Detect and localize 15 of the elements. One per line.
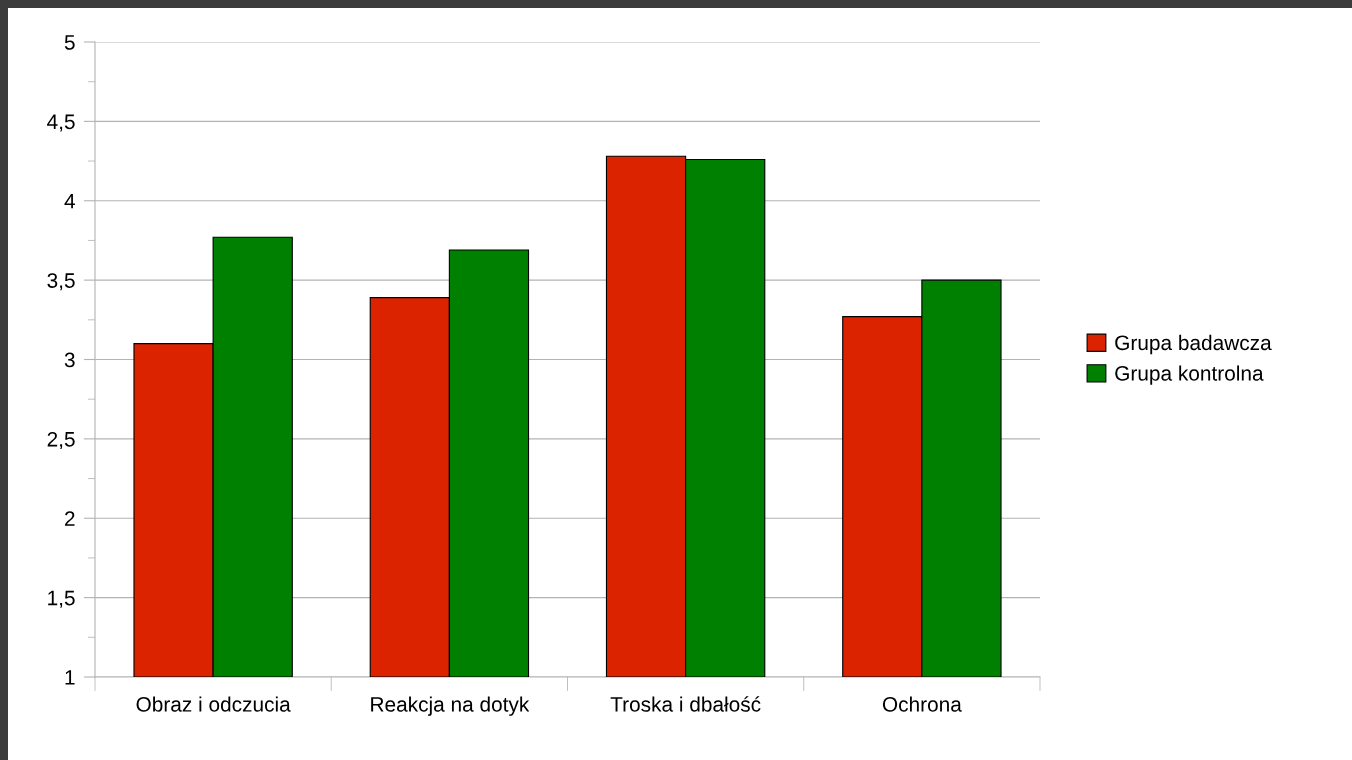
legend-label: Grupa kontrolna [1115, 365, 1264, 385]
y-tick-label: 4,5 [47, 114, 75, 132]
x-tick-label: Obraz i odczucia [136, 696, 291, 712]
y-tick-label: 5 [64, 35, 75, 50]
y-tick-label: 2 [65, 511, 75, 526]
x-tick-label: Reakcja na dotyk [371, 696, 530, 716]
y-tick-label: 4 [64, 193, 75, 209]
y-tick-label: 3,5 [47, 273, 75, 291]
legend-label: Grupa badawcza [1115, 334, 1272, 355]
x-tick-label: Troska i dbałość [610, 696, 761, 712]
y-tick-label: 1,5 [48, 590, 75, 608]
y-tick-label: 1 [65, 670, 75, 685]
y-tick-label: 3 [64, 352, 75, 368]
y-tick-label: 2,5 [47, 431, 75, 450]
x-tick-label: Ochrona [882, 696, 962, 712]
